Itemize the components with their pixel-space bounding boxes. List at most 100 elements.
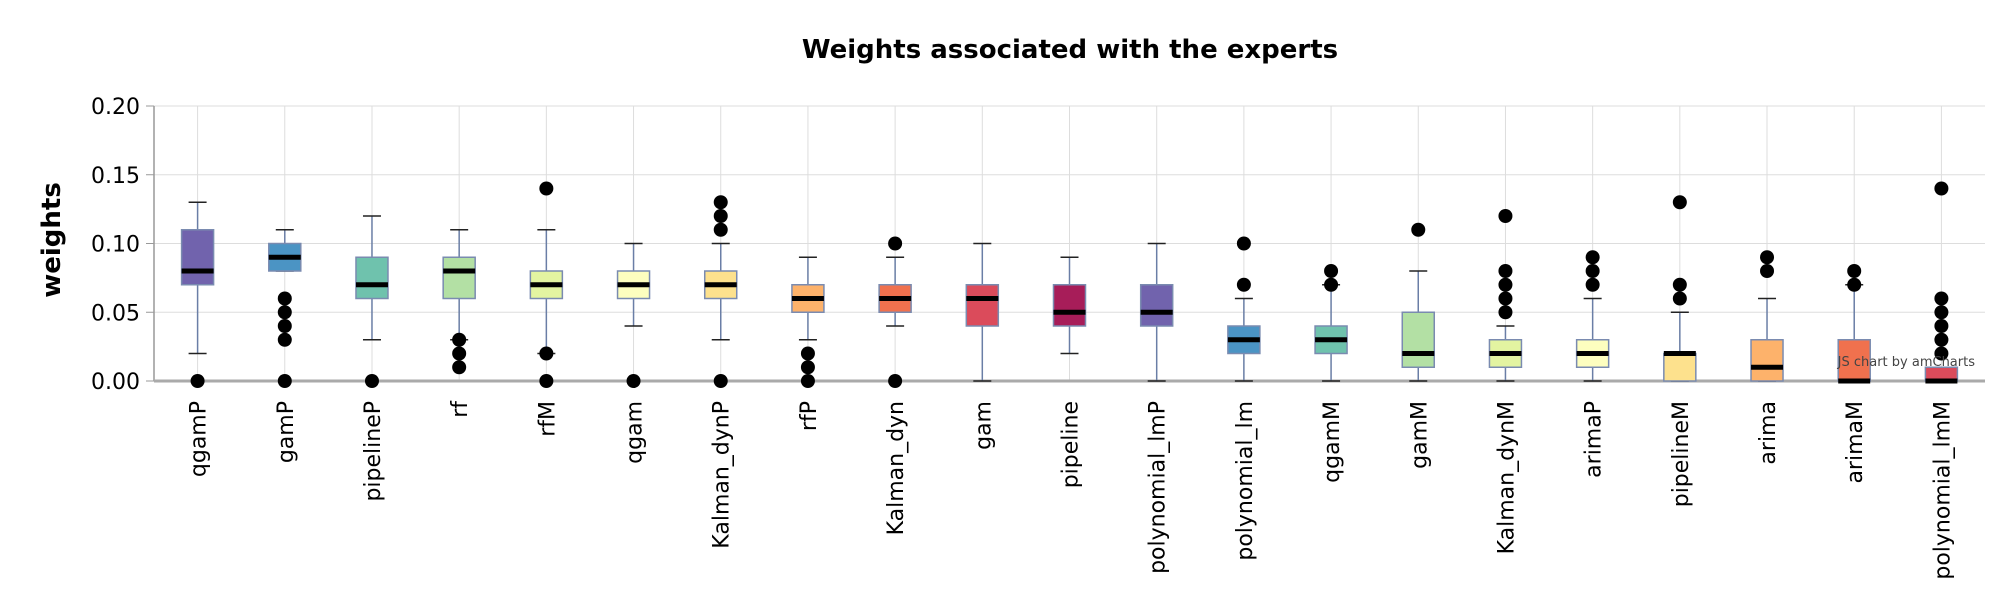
box-gam	[965, 242, 1000, 382]
box-body	[1139, 284, 1174, 327]
outlier-point	[1760, 250, 1775, 265]
x-tick-label: polynomial_lmP	[1146, 401, 1171, 574]
y-tick-label: 0.05	[91, 301, 140, 326]
y-tick-label: 0.00	[91, 370, 140, 395]
box-arimaP	[1575, 250, 1610, 382]
x-axis-ticks: qgamP gamP pipelineP rf rfM qgam Kalman_dynP rf…	[187, 400, 1956, 580]
outlier-point	[1236, 277, 1251, 292]
outlier-point	[190, 374, 205, 388]
outlier-point	[800, 360, 815, 375]
box-body	[1837, 339, 1871, 382]
box-arima	[1750, 250, 1784, 382]
outlier-point	[364, 374, 379, 388]
outlier-point	[1934, 181, 1949, 196]
outlier-point	[539, 374, 554, 388]
outlier-point	[800, 346, 815, 361]
box-body	[965, 284, 1000, 327]
x-tick-label: pipeline	[1059, 401, 1084, 488]
outlier-point	[1847, 277, 1862, 292]
outlier-point	[277, 374, 292, 388]
box-polynomial_lmM	[1924, 181, 1959, 384]
outlier-point	[539, 346, 554, 361]
outlier-point	[1498, 305, 1513, 320]
outlier-point	[452, 332, 467, 347]
x-tick-label: polynomial_lm	[1233, 401, 1258, 561]
outlier-point	[800, 374, 815, 388]
outlier-point	[1672, 195, 1687, 210]
y-tick-label: 0.20	[91, 95, 140, 120]
outlier-point	[1672, 291, 1687, 306]
box-Kalman_dynP	[703, 195, 738, 388]
outlier-point	[1847, 264, 1862, 278]
outlier-point	[277, 332, 292, 347]
outlier-point	[1498, 209, 1513, 223]
x-tick-label: rfP	[797, 401, 822, 431]
x-tick-label: rf	[448, 400, 473, 418]
outlier-point	[713, 209, 728, 223]
box-qgamP	[180, 201, 215, 388]
box-gamM	[1401, 222, 1436, 382]
x-tick-label: rfM	[535, 401, 560, 437]
box-pipelineM	[1663, 195, 1697, 382]
box-rf	[442, 229, 476, 375]
outlier-point	[626, 374, 641, 388]
outlier-point	[539, 181, 554, 196]
x-tick-label: arimaP	[1582, 401, 1607, 478]
x-tick-label: arima	[1756, 401, 1781, 465]
outlier-point	[1934, 346, 1949, 361]
box-qgam	[616, 242, 651, 388]
x-tick-label: gamM	[1407, 401, 1432, 469]
box-Kalman_dynM	[1488, 209, 1523, 382]
box-body	[1663, 352, 1697, 382]
outlier-point	[1585, 250, 1600, 265]
outlier-point	[1585, 277, 1600, 292]
box-rfM	[529, 181, 564, 388]
x-tick-label: qgamP	[187, 401, 212, 477]
x-tick-label: gam	[971, 401, 996, 450]
outlier-point	[1934, 305, 1949, 320]
box-body	[1052, 284, 1087, 327]
outlier-point	[713, 195, 728, 210]
box-polynomial_lm	[1227, 236, 1261, 382]
x-tick-label: gamP	[274, 401, 299, 463]
outlier-point	[277, 319, 292, 333]
outlier-point	[1411, 222, 1426, 237]
outlier-point	[1672, 277, 1687, 292]
outlier-point	[713, 374, 728, 388]
y-tick-label: 0.10	[91, 233, 140, 258]
outlier-point	[888, 236, 903, 251]
x-tick-label: pipelineM	[1669, 401, 1694, 507]
outlier-point	[1498, 277, 1513, 292]
box-pipelineP	[355, 215, 389, 388]
outlier-point	[1934, 291, 1949, 306]
outlier-point	[1236, 236, 1251, 251]
outlier-point	[452, 346, 467, 361]
x-tick-label: arimaM	[1843, 401, 1868, 484]
chart-title: Weights associated with the experts	[802, 35, 1338, 65]
box-arimaM	[1837, 264, 1871, 384]
box-polynomial_lmP	[1139, 242, 1174, 382]
outlier-point	[277, 291, 292, 306]
chart-credit: JS chart by amCharts	[1837, 355, 1976, 370]
outlier-point	[1760, 264, 1775, 278]
box-pipeline	[1052, 256, 1087, 355]
outlier-point	[1324, 264, 1339, 278]
box-rfP	[791, 256, 825, 388]
outlier-point	[277, 305, 292, 320]
outlier-point	[1934, 319, 1949, 333]
x-tick-label: Kalman_dyn	[884, 401, 909, 535]
x-tick-label: qgam	[623, 401, 648, 464]
box-body	[442, 256, 476, 300]
box-series	[180, 181, 1959, 388]
outlier-point	[1324, 277, 1339, 292]
outlier-point	[1498, 291, 1513, 306]
box-body	[180, 229, 215, 286]
outlier-point	[1498, 264, 1513, 278]
outlier-point	[1934, 332, 1949, 347]
x-tick-label: Kalman_dynM	[1494, 401, 1519, 554]
x-tick-label: qgamM	[1320, 401, 1345, 483]
box-qgamM	[1314, 264, 1348, 382]
y-tick-label: 0.15	[91, 164, 140, 189]
box-body	[1750, 339, 1784, 382]
